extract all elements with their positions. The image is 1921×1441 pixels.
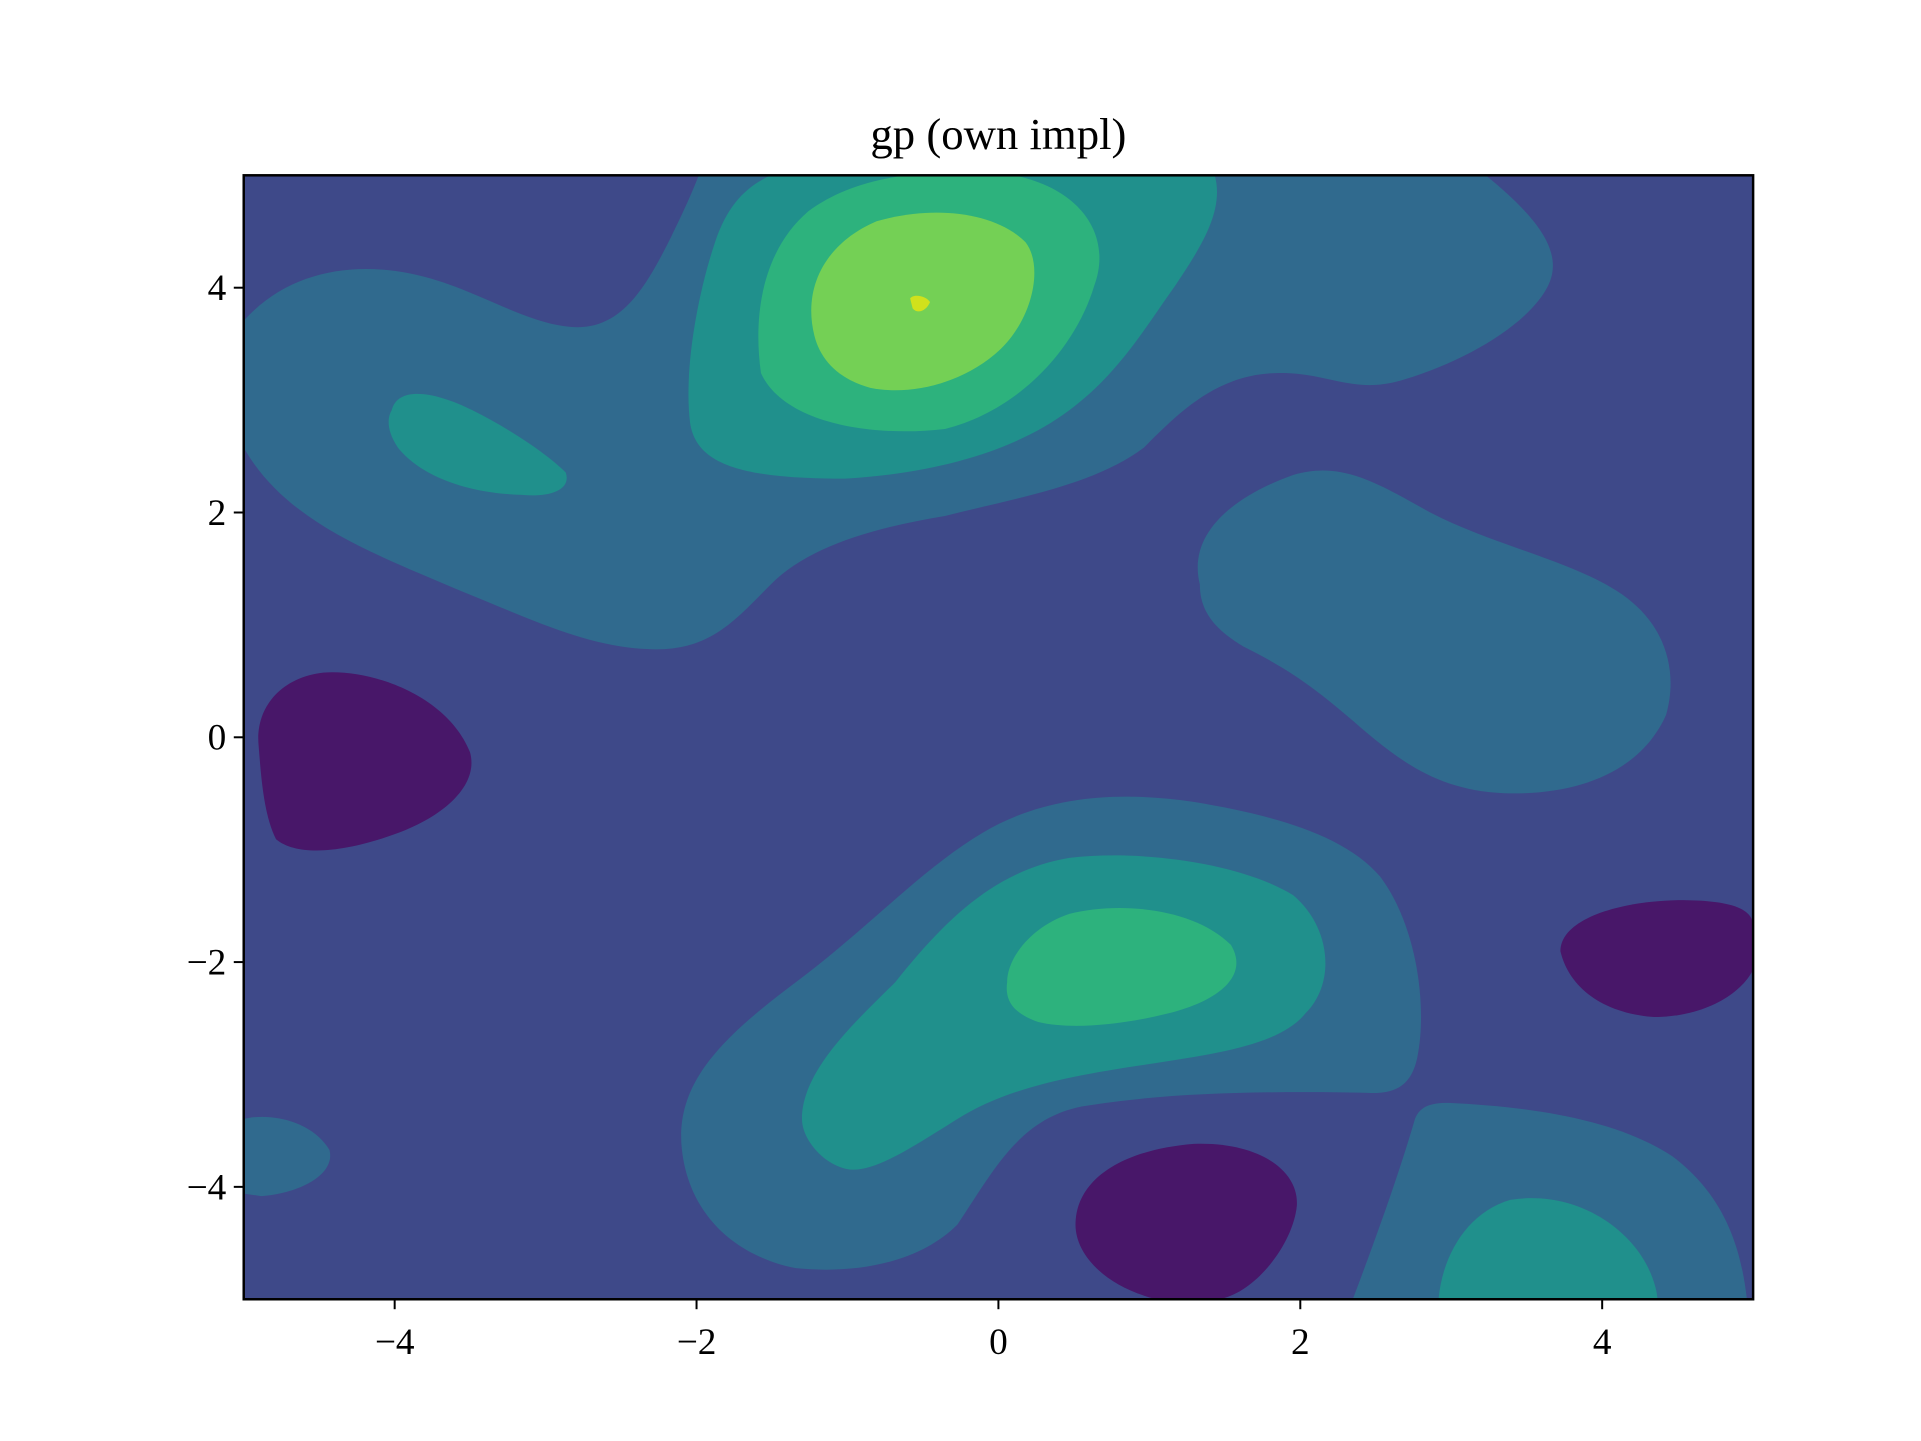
contour-region	[1197, 470, 1671, 794]
contour-region	[388, 393, 567, 496]
contour-plot	[243, 175, 1754, 1300]
y-tick-label: 4	[208, 268, 227, 309]
x-tick-label: −2	[677, 1322, 717, 1363]
contour-region	[1560, 900, 1754, 1018]
y-tick-label: −2	[187, 943, 227, 984]
x-tick-label: 4	[1593, 1322, 1612, 1363]
y-tick-label: 0	[208, 718, 227, 759]
x-tick-label: 2	[1291, 1322, 1310, 1363]
chart-title: gp (own impl)	[870, 109, 1126, 159]
x-tick-label: −4	[375, 1322, 415, 1363]
contour-region	[258, 672, 472, 851]
contour-region	[1006, 908, 1237, 1026]
x-tick-label: 0	[989, 1322, 1008, 1363]
contour-region	[243, 1116, 331, 1197]
contour-region	[1438, 1198, 1658, 1300]
y-tick-label: 2	[208, 493, 227, 534]
y-tick-label: −4	[187, 1167, 227, 1208]
contour-region	[1075, 1143, 1297, 1300]
contour-region	[910, 295, 931, 312]
